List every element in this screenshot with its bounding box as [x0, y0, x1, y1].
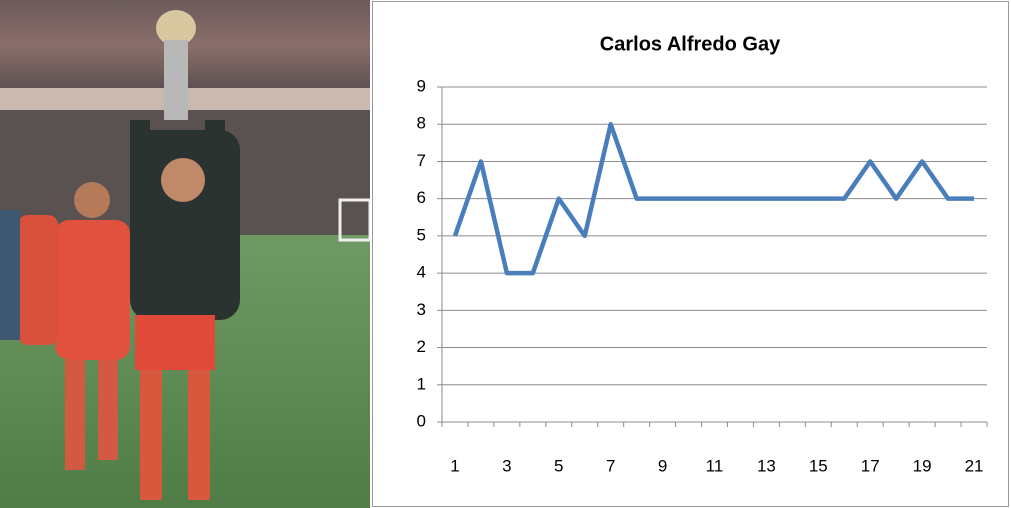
- chart-title: Carlos Alfredo Gay: [600, 33, 781, 55]
- x-tick-label: 9: [658, 456, 667, 475]
- x-tick-label: 19: [913, 456, 932, 475]
- leg: [98, 360, 118, 460]
- x-tick-label: 15: [809, 456, 828, 475]
- teammate: [55, 220, 130, 360]
- chart-frame: [372, 1, 1009, 507]
- head: [161, 158, 205, 202]
- data-line: [452, 121, 975, 276]
- y-tick-label: 0: [417, 411, 426, 430]
- x-tick-label: 11: [706, 456, 724, 475]
- x-tick-label: 21: [965, 456, 984, 475]
- trophy: [156, 10, 196, 46]
- y-tick-label: 4: [417, 263, 426, 282]
- x-tick-label: 13: [757, 456, 776, 475]
- photo: [0, 0, 370, 508]
- y-tick-label: 9: [417, 76, 426, 95]
- x-tick-label: 3: [502, 456, 511, 475]
- y-tick-label: 7: [417, 151, 426, 170]
- y-tick-label: 3: [417, 300, 426, 319]
- x-tick-label: 7: [606, 456, 615, 475]
- shorts: [135, 315, 215, 370]
- y-tick-label: 6: [417, 188, 426, 207]
- trophy-stem: [164, 40, 188, 120]
- x-tick-label: 17: [861, 456, 880, 475]
- leg: [65, 360, 85, 470]
- goal: [338, 198, 370, 242]
- leg: [188, 370, 210, 500]
- referee: [0, 210, 20, 340]
- x-tick-label: 5: [554, 456, 563, 475]
- y-tick-label: 2: [417, 337, 426, 356]
- arm: [130, 120, 150, 180]
- arm: [205, 120, 225, 180]
- teammate: [18, 215, 58, 345]
- y-tick-label: 1: [417, 374, 426, 393]
- x-tick-label: 1: [450, 456, 459, 475]
- leg: [140, 370, 162, 500]
- y-tick-label: 5: [417, 225, 426, 244]
- y-tick-label: 8: [417, 114, 426, 133]
- head: [74, 182, 110, 218]
